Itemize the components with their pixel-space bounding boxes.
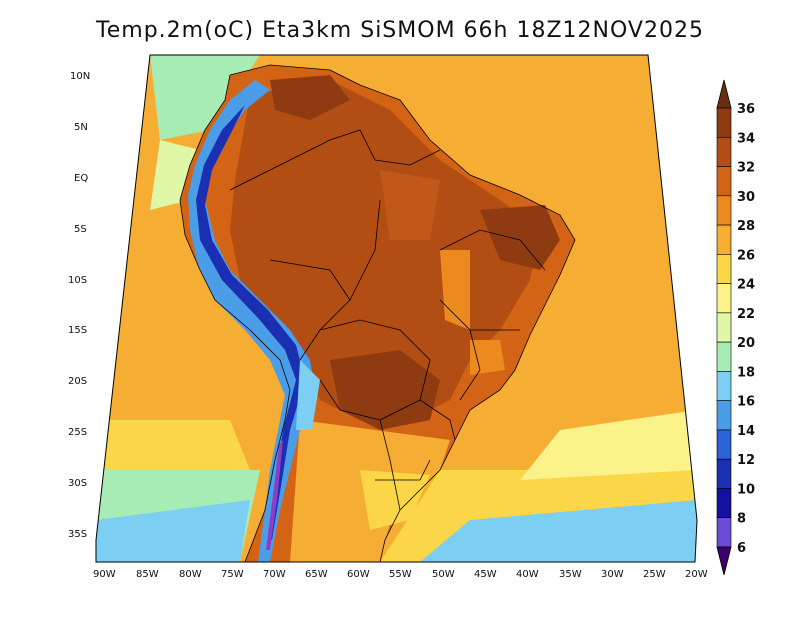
lon-tick-label: 90W [93,569,116,580]
lon-tick-label: 80W [179,569,202,580]
map-frame [95,54,698,563]
lon-tick-label: 40W [516,569,539,580]
lon-tick-label: 60W [347,569,370,580]
lon-tick-label: 20W [685,569,708,580]
colorbar-label: 24 [737,278,755,293]
colorbar-segment [716,195,732,226]
colorbar-label: 16 [737,395,755,410]
colorbar-label: 32 [737,161,755,176]
lat-tick-label: 5S [74,224,87,235]
colorbar-label: 6 [737,541,746,556]
lon-tick-label: 35W [559,569,582,580]
lon-tick-label: 85W [136,569,159,580]
colorbar-segment [716,166,732,197]
colorbar-segment [716,254,732,284]
colorbar-segment [716,458,732,489]
colorbar-segment [716,312,732,343]
lat-tick-label: 35S [68,529,87,540]
colorbar-label: 26 [737,248,755,263]
colorbar-label: 8 [737,512,746,527]
lon-tick-label: 45W [474,569,497,580]
lat-tick-label: 10S [68,275,87,286]
colorbar-label: 14 [737,424,755,439]
colorbar-segment [716,136,732,167]
lat-tick-label: 15S [68,325,87,336]
colorbar-segment [716,488,732,519]
colorbar-label: 28 [737,219,755,234]
longitude-axis: 90W 85W 80W 75W 70W 65W 60W 55W 50W 45W … [93,569,708,580]
colorbar-label: 22 [737,307,755,322]
lat-tick-label: 5N [74,122,88,133]
colorbar-segment [716,283,732,314]
colorbar-segment [716,107,732,138]
lon-tick-label: 70W [263,569,286,580]
colorbar-segment [716,400,732,431]
lat-tick-label: 20S [68,376,87,387]
colorbar-label: 36 [737,102,755,117]
colorbar-label: 34 [737,131,755,146]
latitude-axis: 10N 5N EQ 5S 10S 15S 20S 25S 30S 35S [68,71,90,540]
lon-tick-label: 25W [643,569,666,580]
colorbar-segment [716,429,732,460]
colorbar-label: 12 [737,453,755,468]
lat-tick-label: 10N [70,71,90,82]
lat-tick-label: 30S [68,478,87,489]
colorbar-bottom-arrow [716,546,732,576]
country-borders [179,64,576,563]
colorbar-segment [716,224,732,255]
colorbar-top-arrow [716,79,732,109]
lon-tick-label: 50W [432,569,455,580]
colorbar-label: 10 [737,482,755,497]
colorbar-legend: 36 34 32 30 28 26 24 22 20 18 16 14 12 10 8 6 [716,79,755,576]
colorbar-label: 30 [737,190,755,205]
lat-tick-label: 25S [68,427,87,438]
map-title: Temp.2m(oC) Eta3km SiSMOM 66h 18Z12NOV20… [96,18,704,43]
lat-tick-label: EQ [74,173,88,184]
lon-tick-label: 75W [221,569,244,580]
colorbar-label: 20 [737,336,755,351]
colorbar-segment [716,517,732,548]
lon-tick-label: 65W [305,569,328,580]
colorbar-segment [716,371,732,401]
lon-tick-label: 30W [601,569,624,580]
colorbar-segment [716,341,732,372]
lon-tick-label: 55W [389,569,412,580]
colorbar-label: 18 [737,365,755,380]
field-layer [96,55,697,562]
